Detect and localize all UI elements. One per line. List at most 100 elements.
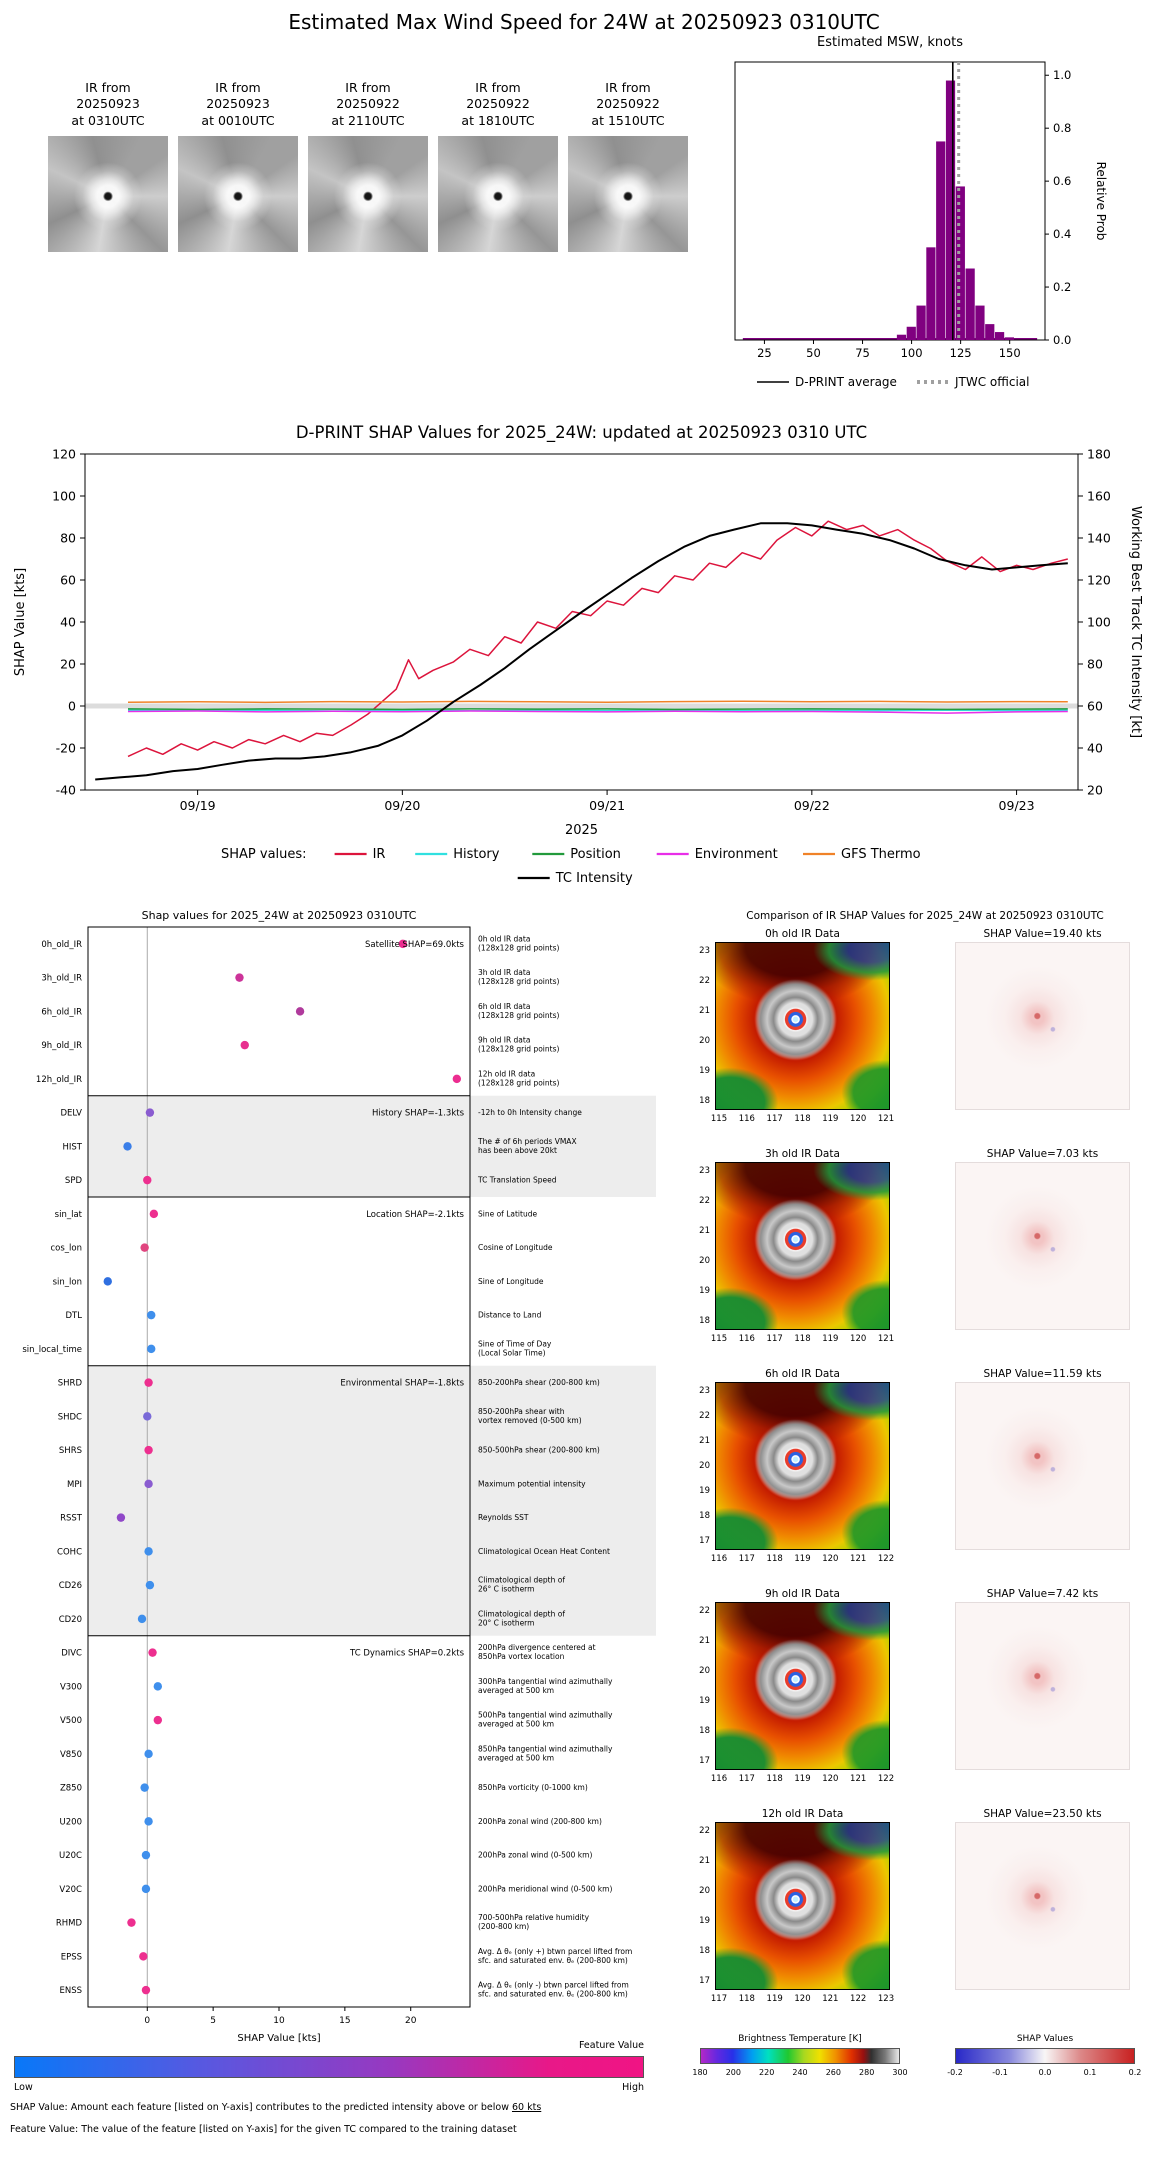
lon-tick: 115 [710, 1114, 728, 1124]
lon-tick: 116 [738, 1334, 755, 1344]
feature-label: SPD [65, 1176, 83, 1186]
right-y-tick: 120 [1087, 573, 1111, 588]
feature-label: RHMD [56, 1919, 83, 1929]
lat-tick: 20 [699, 1461, 710, 1471]
feature-description: averaged at 500 km [478, 1720, 554, 1729]
dotplot-x-tick: 20 [405, 2016, 417, 2026]
histogram-bar [955, 186, 965, 340]
right-y-tick: 20 [1087, 783, 1103, 798]
feature-label: DELV [60, 1109, 82, 1119]
ir-data-title: 0h old IR Data [765, 928, 840, 940]
series-gfs-thermo [127, 700, 1068, 704]
feature-shap-dot [452, 1074, 462, 1084]
bt-colorbar-tick: 180 [692, 2068, 708, 2077]
lat-tick: 19 [699, 1066, 710, 1076]
timeseries-right-y-label: Working Best Track TC Intensity [kt] [1128, 506, 1143, 738]
feature-description: Cosine of Longitude [478, 1243, 553, 1252]
left-y-tick: 120 [52, 447, 76, 462]
feature-label: cos_lon [50, 1244, 82, 1254]
histogram-x-tick: 50 [806, 346, 821, 360]
lat-tick: 20 [699, 1886, 710, 1896]
shap-map-title: SHAP Value=7.42 kts [986, 1588, 1099, 1600]
feature-label: V850 [60, 1750, 82, 1760]
lat-tick: 20 [699, 1036, 710, 1046]
feature-description: has been above 20kt [478, 1146, 557, 1155]
lat-tick: 18 [699, 1726, 710, 1736]
histogram-y-tick: 0.4 [1053, 227, 1071, 241]
histogram-bar [1004, 337, 1014, 340]
lon-tick: 118 [766, 1774, 783, 1784]
hurricane-ir-image [438, 136, 558, 252]
feature-shap-dot [140, 1783, 149, 1792]
feature-label: U20C [59, 1851, 82, 1861]
feature-description: (128x128 grid points) [478, 1011, 559, 1020]
legend-jtwc-label: JTWC official [954, 375, 1030, 389]
figure-title: Estimated Max Wind Speed for 24W at 2025… [288, 10, 880, 34]
shap-colorbar [955, 2048, 1135, 2064]
feature-shap-dot [145, 1580, 155, 1590]
feature-label: SHRS [59, 1446, 82, 1456]
feature-shap-dot [153, 1682, 163, 1691]
timeseries-left-y-label: SHAP Value [kts] [13, 568, 28, 676]
feature-description: Climatological depth of [478, 1576, 565, 1585]
histogram-bar [926, 247, 936, 340]
right-y-tick: 60 [1087, 699, 1103, 714]
lon-tick: 121 [822, 1994, 839, 2004]
lon-tick: 118 [766, 1554, 783, 1564]
feature-description: 850hPa vorticity (0-1000 km) [478, 1783, 588, 1792]
shap-map-title: SHAP Value=7.03 kts [986, 1148, 1099, 1160]
x-tick: 09/23 [999, 798, 1035, 813]
feature-description: 850-500hPa shear (200-800 km) [478, 1446, 600, 1455]
histogram-x-tick: 75 [855, 346, 870, 360]
section-shap-total: Satellite SHAP=69.0kts [365, 940, 465, 950]
feature-description: -12h to 0h Intensity change [478, 1108, 582, 1117]
dotplot-title: Shap values for 2025_24W at 20250923 031… [142, 909, 417, 922]
feature-label: Z850 [60, 1784, 82, 1794]
feature-label: U200 [60, 1817, 82, 1827]
dotplot-x-tick: 5 [210, 2016, 216, 2026]
shap-colorbar-tick: -0.1 [992, 2068, 1008, 2077]
feature-shap-dot [398, 939, 408, 949]
feature-description: 26° C isotherm [478, 1585, 534, 1594]
ir-thumbnail-caption: IR from 20250922 at 1510UTC [591, 80, 665, 128]
shap-colorbar-tick: -0.2 [947, 2068, 963, 2077]
feature-label: COHC [57, 1547, 82, 1557]
legend-title: SHAP values: [221, 847, 307, 862]
lat-tick: 21 [699, 1226, 710, 1236]
feature-label: 6h_old_IR [41, 1007, 82, 1017]
feature-shap-dot [139, 1952, 148, 1961]
right-y-tick: 40 [1087, 741, 1103, 756]
feature-description: 3h old IR data [478, 968, 530, 977]
lon-tick: 118 [738, 1994, 755, 2004]
feature-description: (128x128 grid points) [478, 943, 559, 952]
histogram-bar [936, 141, 946, 340]
lat-tick: 17 [699, 1756, 710, 1766]
feature-shap-dot [147, 1310, 156, 1320]
feature-description: (128x128 grid points) [478, 1078, 559, 1087]
section-shap-total: TC Dynamics SHAP=0.2kts [349, 1649, 465, 1659]
lon-tick: 121 [877, 1114, 895, 1124]
comparison-title: Comparison of IR SHAP Values for 2025_24… [746, 910, 1104, 922]
ir-data-title: 12h old IR Data [761, 1808, 844, 1820]
feature-description: 700-500hPa relative humidity [478, 1913, 590, 1922]
lon-tick: 120 [794, 1994, 811, 2004]
lat-tick: 19 [699, 1696, 710, 1706]
feature-value-low-label: Low [14, 2082, 33, 2093]
feature-description: Sine of Longitude [478, 1277, 544, 1286]
left-y-tick: 40 [60, 615, 76, 630]
ir-data-title: 6h old IR Data [765, 1368, 840, 1380]
shap-colorbar-tick: 0.1 [1083, 2068, 1097, 2077]
histogram-bar [945, 80, 956, 341]
shap-colorbar-label: SHAP Values [1016, 2034, 1074, 2044]
bt-colorbar [700, 2048, 900, 2064]
feature-description: The # of 6h periods VMAX [477, 1137, 577, 1146]
shap-map-title: SHAP Value=11.59 kts [983, 1368, 1102, 1380]
section-shap-total: History SHAP=-1.3kts [372, 1109, 465, 1119]
left-y-tick: 80 [60, 531, 76, 546]
feature-description: sfc. and saturated env. θₑ (200-800 km) [478, 1990, 628, 1999]
lon-tick: 119 [794, 1774, 811, 1784]
feature-description: (Local Solar Time) [478, 1348, 546, 1357]
legend-label: Environment [695, 847, 778, 862]
feature-description: 200hPa divergence centered at [478, 1643, 596, 1652]
section-shading [88, 1095, 656, 1197]
